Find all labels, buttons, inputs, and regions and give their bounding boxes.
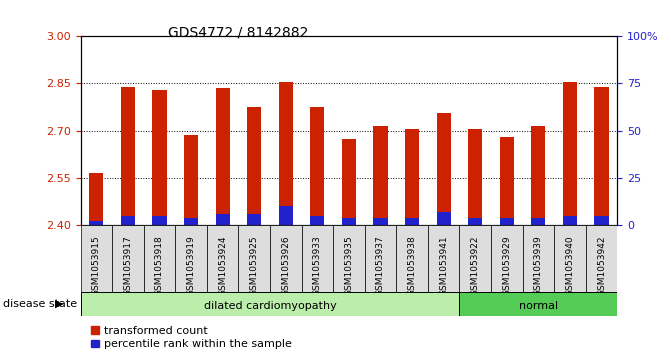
Bar <box>342 139 356 225</box>
Text: GSM1053924: GSM1053924 <box>218 235 227 295</box>
Bar <box>437 212 451 225</box>
Bar <box>144 225 175 292</box>
Bar <box>531 126 546 225</box>
Text: disease state: disease state <box>3 299 77 309</box>
Bar <box>405 129 419 225</box>
Bar <box>365 225 397 292</box>
Bar <box>342 217 356 225</box>
Bar <box>500 137 514 225</box>
Text: GSM1053937: GSM1053937 <box>376 235 385 296</box>
Bar <box>460 225 491 292</box>
Text: dilated cardiomyopathy: dilated cardiomyopathy <box>203 301 336 311</box>
Bar <box>405 217 419 225</box>
Text: GSM1053935: GSM1053935 <box>344 235 354 296</box>
Bar <box>468 217 482 225</box>
Text: GDS4772 / 8142882: GDS4772 / 8142882 <box>168 25 308 40</box>
Bar <box>428 225 460 292</box>
Bar <box>81 292 460 316</box>
Bar <box>215 88 229 225</box>
Bar <box>468 129 482 225</box>
Bar <box>586 225 617 292</box>
Legend: transformed count, percentile rank within the sample: transformed count, percentile rank withi… <box>86 322 296 354</box>
Bar <box>152 90 166 225</box>
Bar <box>595 216 609 225</box>
Bar <box>563 216 577 225</box>
Text: GSM1053938: GSM1053938 <box>407 235 417 296</box>
Bar <box>121 216 135 225</box>
Bar <box>301 225 333 292</box>
Bar <box>523 225 554 292</box>
Bar <box>247 107 261 225</box>
Text: GSM1053940: GSM1053940 <box>566 235 574 296</box>
Bar <box>278 82 293 225</box>
Bar <box>112 225 144 292</box>
Bar <box>278 206 293 225</box>
Bar <box>333 225 365 292</box>
Bar <box>215 214 229 225</box>
Bar <box>563 82 577 225</box>
Bar <box>310 107 325 225</box>
Text: GSM1053919: GSM1053919 <box>187 235 195 296</box>
Bar <box>247 214 261 225</box>
Bar <box>238 225 270 292</box>
Bar <box>460 292 617 316</box>
Text: GSM1053918: GSM1053918 <box>155 235 164 296</box>
Text: GSM1053917: GSM1053917 <box>123 235 132 296</box>
Bar <box>121 87 135 225</box>
Bar <box>310 216 325 225</box>
Bar <box>397 225 428 292</box>
Bar <box>373 126 388 225</box>
Bar <box>89 221 103 225</box>
Text: GSM1053926: GSM1053926 <box>281 235 291 296</box>
Bar <box>89 173 103 225</box>
Bar <box>270 225 301 292</box>
Text: GSM1053922: GSM1053922 <box>471 235 480 295</box>
Text: GSM1053942: GSM1053942 <box>597 235 606 295</box>
Bar <box>175 225 207 292</box>
Bar <box>184 135 198 225</box>
Text: GSM1053941: GSM1053941 <box>439 235 448 296</box>
Text: GSM1053939: GSM1053939 <box>534 235 543 296</box>
Bar <box>554 225 586 292</box>
Text: GSM1053925: GSM1053925 <box>250 235 259 296</box>
Bar <box>531 217 546 225</box>
Bar <box>81 225 112 292</box>
Text: normal: normal <box>519 301 558 311</box>
Bar <box>184 217 198 225</box>
Text: GSM1053929: GSM1053929 <box>503 235 511 296</box>
Bar <box>437 113 451 225</box>
Text: GSM1053915: GSM1053915 <box>92 235 101 296</box>
Bar <box>373 217 388 225</box>
Bar <box>500 217 514 225</box>
Bar <box>491 225 523 292</box>
Bar <box>595 87 609 225</box>
Text: GSM1053933: GSM1053933 <box>313 235 322 296</box>
Bar <box>207 225 238 292</box>
Text: ▶: ▶ <box>55 299 64 309</box>
Bar <box>152 216 166 225</box>
